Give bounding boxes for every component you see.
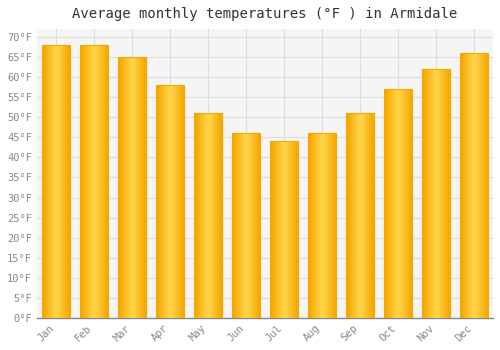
Bar — [422, 69, 450, 318]
Bar — [156, 85, 184, 318]
Bar — [308, 133, 336, 318]
Bar — [118, 57, 146, 318]
Bar — [42, 45, 70, 318]
Bar — [384, 89, 412, 318]
Bar — [194, 113, 222, 318]
Bar — [270, 141, 298, 318]
Bar — [346, 113, 374, 318]
Bar — [232, 133, 260, 318]
Bar — [80, 45, 108, 318]
Title: Average monthly temperatures (°F ) in Armidale: Average monthly temperatures (°F ) in Ar… — [72, 7, 458, 21]
Bar — [460, 53, 488, 318]
